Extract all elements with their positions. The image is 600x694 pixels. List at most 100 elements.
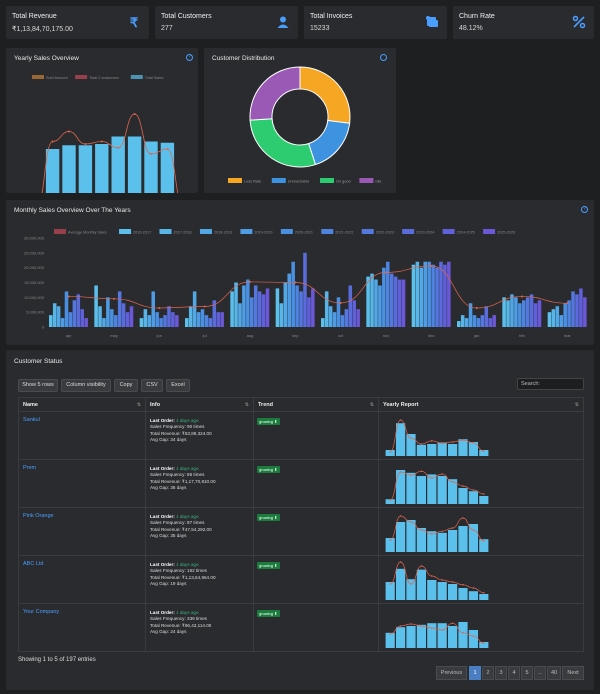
monthly-bar[interactable] <box>125 312 130 327</box>
report-bar[interactable] <box>385 499 395 504</box>
report-point[interactable] <box>410 521 412 523</box>
report-bar[interactable] <box>448 626 458 648</box>
legend-label[interactable]: 2025-2026 <box>497 231 515 235</box>
yearly-point[interactable] <box>100 140 103 143</box>
monthly-bar[interactable] <box>200 309 205 327</box>
customer-name-link[interactable]: Your Company <box>18 603 146 652</box>
monthly-bar[interactable] <box>151 291 155 327</box>
legend-label[interactable]: 2022-2023 <box>376 231 394 235</box>
monthly-bar[interactable] <box>94 285 98 327</box>
pagination-page-5[interactable]: 5 <box>521 666 533 680</box>
pagination-page-2[interactable]: 2 <box>482 666 494 680</box>
legend-label[interactable]: 2020-2021 <box>295 231 313 235</box>
monthly-bar[interactable] <box>155 312 159 327</box>
monthly-bar[interactable] <box>110 309 114 327</box>
column-header-trend[interactable]: Trend ⇅ <box>253 397 379 412</box>
monthly-bar[interactable] <box>311 288 315 327</box>
report-bar[interactable] <box>416 476 426 504</box>
report-point[interactable] <box>441 629 443 631</box>
yearly-point[interactable] <box>150 153 152 155</box>
report-bar[interactable] <box>406 579 416 600</box>
monthly-bar[interactable] <box>80 309 84 327</box>
monthly-bar[interactable] <box>366 276 370 327</box>
legend-swatch[interactable] <box>321 229 334 234</box>
report-bar[interactable] <box>437 476 447 504</box>
monthly-bar[interactable] <box>234 282 238 328</box>
monthly-bar[interactable] <box>208 318 213 327</box>
monthly-bar[interactable] <box>563 303 567 327</box>
monthly-bar[interactable] <box>167 306 171 327</box>
yearly-bar[interactable] <box>95 144 109 193</box>
monthly-bar[interactable] <box>49 315 53 327</box>
monthly-bar[interactable] <box>192 291 197 327</box>
yearly-bar[interactable] <box>160 142 175 193</box>
report-point[interactable] <box>441 442 443 444</box>
average-point[interactable] <box>249 280 251 283</box>
report-point[interactable] <box>410 623 412 625</box>
report-bar[interactable] <box>385 632 395 648</box>
report-point[interactable] <box>462 439 464 441</box>
report-bar[interactable] <box>437 582 447 600</box>
monthly-bar[interactable] <box>484 306 489 327</box>
monthly-bar[interactable] <box>492 315 496 327</box>
distribution-slice[interactable] <box>249 66 301 121</box>
column-header-yearly-report[interactable]: Yearly Report ⇅ <box>378 397 584 412</box>
monthly-bar[interactable] <box>457 321 461 327</box>
legend-label[interactable]: 2023-2024 <box>416 231 434 235</box>
monthly-bar[interactable] <box>261 294 266 327</box>
report-bar[interactable] <box>437 442 447 456</box>
monthly-bar[interactable] <box>344 309 349 327</box>
average-point[interactable] <box>521 295 523 298</box>
report-bar[interactable] <box>416 624 426 648</box>
report-point[interactable] <box>410 474 412 476</box>
pagination-page-4[interactable]: 4 <box>508 666 520 680</box>
monthly-bar[interactable] <box>423 261 427 327</box>
show-rows-button[interactable]: Show 5 rows <box>18 379 58 392</box>
monthly-bar[interactable] <box>64 291 69 327</box>
pagination-previous[interactable]: Previous <box>436 666 467 680</box>
report-point[interactable] <box>483 493 485 495</box>
monthly-bar[interactable] <box>188 306 193 327</box>
customer-name-link[interactable]: ABC Ltd <box>18 555 146 604</box>
legend-swatch[interactable] <box>240 229 253 234</box>
monthly-bar[interactable] <box>555 306 560 327</box>
monthly-bar[interactable] <box>121 303 126 327</box>
legend-label[interactable]: 2019-2020 <box>254 231 272 235</box>
monthly-bar[interactable] <box>139 318 144 327</box>
legend-label[interactable]: 2018-2019 <box>214 231 232 235</box>
monthly-bar[interactable] <box>419 267 424 327</box>
legend-swatch[interactable] <box>199 229 212 234</box>
monthly-bar[interactable] <box>439 261 443 327</box>
report-bar[interactable] <box>427 580 437 600</box>
report-point[interactable] <box>389 451 391 453</box>
report-bar[interactable] <box>406 520 416 552</box>
yearly-point[interactable] <box>166 148 169 150</box>
report-bar[interactable] <box>416 528 426 552</box>
legend-label[interactable]: 2017-2018 <box>174 231 192 235</box>
pagination-page-1[interactable]: 1 <box>469 666 481 680</box>
report-point[interactable] <box>431 627 433 629</box>
report-bar[interactable] <box>458 526 468 552</box>
legend-swatch[interactable] <box>32 75 44 79</box>
report-point[interactable] <box>462 485 464 487</box>
report-point[interactable] <box>483 450 485 452</box>
monthly-bar[interactable] <box>84 318 88 327</box>
report-point[interactable] <box>441 473 443 475</box>
monthly-bar[interactable] <box>518 303 522 327</box>
legend-label[interactable]: Sold Amount <box>46 76 68 80</box>
report-point[interactable] <box>389 539 391 541</box>
report-point[interactable] <box>451 527 454 529</box>
monthly-bar[interactable] <box>275 288 280 327</box>
report-bar[interactable] <box>479 450 489 456</box>
report-bar[interactable] <box>437 532 447 552</box>
monthly-bar[interactable] <box>114 315 118 327</box>
report-bar[interactable] <box>396 423 406 456</box>
monthly-bar[interactable] <box>253 285 258 327</box>
monthly-bar[interactable] <box>257 291 262 327</box>
help-icon[interactable]: ? <box>186 54 193 61</box>
column-header-name[interactable]: Name ⇅ <box>18 397 146 412</box>
legend-label[interactable]: Unreachable <box>288 180 310 184</box>
legend-swatch[interactable] <box>402 229 415 234</box>
monthly-bar[interactable] <box>336 297 341 327</box>
report-bar[interactable] <box>468 630 478 648</box>
